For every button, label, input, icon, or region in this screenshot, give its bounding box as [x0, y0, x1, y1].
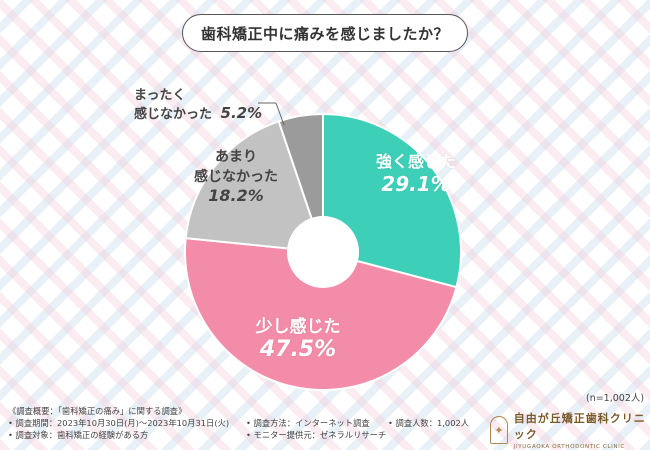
note-people: • 調査人数：1,002人: [388, 418, 470, 428]
clinic-name-en: JIYUGAOKA ORTHODONTIC CLINIC: [513, 444, 625, 450]
slice-none: [277, 112, 324, 253]
note-provider: • モニター提供元：ゼネラルリサーチ: [246, 430, 387, 440]
slice-label-none-line2: 感じなかった: [134, 107, 213, 122]
slice-label-none: まったく 感じなかった 5.2%: [134, 88, 263, 122]
slice-label-notmuch: あまり 感じなかった 18.2%: [194, 149, 278, 205]
note-method: • 調査方法：インターネット調査: [246, 418, 370, 428]
note-period: • 調査期間：2023年10月30日(月)～2023年10月31日(火): [8, 418, 230, 428]
slice-label-strong: 強く感じた 29.1%: [375, 152, 456, 196]
sample-size: (n=1,002人): [586, 393, 645, 404]
clinic-name-jp: 自由が丘矯正歯科クリニック: [513, 412, 646, 441]
tooth-logo-icon: ✦: [490, 416, 508, 444]
chart-title: 歯科矯正中に痛みを感じましたか？: [182, 14, 468, 52]
note-overview: 《調査概要：「歯科矯正の痛み」に関する調査》: [8, 406, 187, 416]
clinic-logo: ✦ 自由が丘矯正歯科クリニック JIYUGAOKA ORTHODONTIC CL…: [490, 410, 650, 450]
slice-label-little: 少し感じた 47.5%: [255, 317, 341, 362]
slice-little: [184, 237, 458, 391]
slice-notmuch: [184, 120, 325, 254]
note-target: • 調査対象：歯科矯正の経験がある方: [8, 430, 149, 440]
leader-line-tail: [275, 102, 285, 126]
slice-label-none-pct: 5.2%: [220, 104, 263, 122]
donut-hole: [287, 216, 359, 288]
